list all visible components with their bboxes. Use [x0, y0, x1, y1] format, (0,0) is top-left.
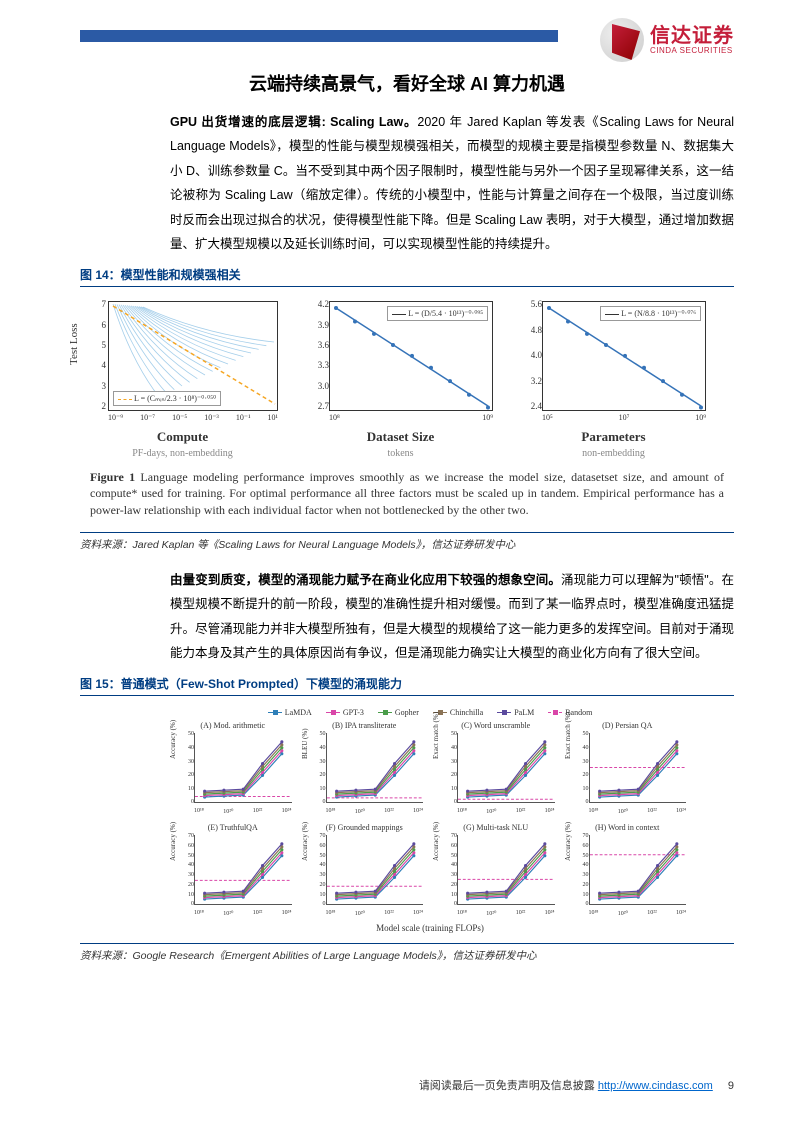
mini-panel: (E) TruthfulQA Accuracy (%) 010203040506… [170, 823, 296, 921]
figure-1-caption: Figure 1 Language modeling performance i… [80, 469, 734, 518]
chart2-xlabel: Model scale (training FLOPs) [170, 923, 690, 933]
chart-params: 5.64.84.03.22.4 L = (N/8.8 · 10¹³)⁻⁰·⁰⁷⁶… [516, 295, 711, 445]
mini-panel: (H) Word in context Accuracy (%) 0102030… [565, 823, 691, 921]
page-title: 云端持续高景气，看好全球 AI 算力机遇 [80, 70, 734, 96]
brand-name-en: CINDA SECURITIES [650, 47, 734, 56]
footer-text: 请阅读最后一页免责声明及信息披露 [419, 1080, 595, 1092]
xlabel-compute: Compute [80, 429, 285, 445]
source-2: 资料来源：Google Research《Emergent Abilities … [80, 943, 734, 963]
legend-item: Chinchilla [433, 708, 483, 717]
mini-panel: (C) Word unscramble Exact match (%) 0102… [433, 721, 559, 819]
footer-link[interactable]: http://www.cindasc.com [598, 1080, 713, 1092]
para1-body: 2020 年 Jared Kaplan 等发表《Scaling Laws for… [170, 115, 734, 251]
ylabel-testloss: Test Loss [68, 324, 80, 366]
figure-15-chart: LaMDAGPT-3GopherChinchillaPaLMRandom (A)… [170, 708, 690, 933]
compute-legend: L = (Cₘᵢₙ/2.3 · 10⁸)⁻⁰·⁰⁵⁰ [113, 391, 221, 406]
chart-dataset: 4.23.93.63.33.02.7 L = (D/5.4 · 10¹³)⁻⁰·… [303, 295, 498, 445]
header-bar [80, 30, 558, 42]
source-1: 资料来源：Jared Kaplan 等《Scaling Laws for Neu… [80, 532, 734, 552]
logo-icon [600, 18, 644, 62]
legend-item: PaLM [497, 708, 534, 717]
xsub-compute: PF-days, non-embedding [80, 448, 285, 459]
mini-panel: (F) Grounded mappings Accuracy (%) 01020… [302, 823, 428, 921]
paragraph-1: GPU 出货增速的底层逻辑: Scaling Law。2020 年 Jared … [170, 110, 734, 256]
chart-compute: Test Loss 765432 L = (Cₘᵢₙ/2.3 · 10⁸)⁻⁰·… [80, 295, 285, 445]
mini-panel: (B) IPA transliterate BLEU (%) 010203040… [302, 721, 428, 819]
legend-item: Gopher [378, 708, 419, 717]
mini-panel: (G) Multi-task NLU Accuracy (%) 01020304… [433, 823, 559, 921]
legend-item: GPT-3 [326, 708, 364, 717]
xlabel-params: Parameters [516, 429, 711, 445]
xsub-dataset: tokens [303, 448, 498, 459]
figure-14-label: 图 14：模型性能和规模强相关 [80, 266, 734, 287]
dataset-legend: L = (D/5.4 · 10¹³)⁻⁰·⁰⁹⁵ [387, 306, 488, 321]
legend-item: LaMDA [268, 708, 312, 717]
mini-panel: (A) Mod. arithmetic Accuracy (%) 0102030… [170, 721, 296, 819]
xlabel-dataset: Dataset Size [303, 429, 498, 445]
page-footer: 请阅读最后一页免责声明及信息披露 http://www.cindasc.com … [419, 1077, 734, 1093]
para2-lead: 由量变到质变，模型的涌现能力赋予在商业化应用下较强的想象空间。 [170, 573, 561, 587]
mini-panel: (D) Persian QA Exact match (%) 010203040… [565, 721, 691, 819]
brand-name-cn: 信达证券 [650, 25, 734, 47]
figure-15-label: 图 15：普通模式（Few-Shot Prompted）下模型的涌现能力 [80, 675, 734, 696]
xsub-params: non-embedding [516, 448, 711, 459]
params-legend: L = (N/8.8 · 10¹³)⁻⁰·⁰⁷⁶ [600, 306, 701, 321]
paragraph-2: 由量变到质变，模型的涌现能力赋予在商业化应用下较强的想象空间。涌现能力可以理解为… [170, 568, 734, 666]
para1-lead: GPU 出货增速的底层逻辑: Scaling Law。 [170, 115, 417, 129]
page-number: 9 [728, 1080, 734, 1092]
figure-14-charts: Test Loss 765432 L = (Cₘᵢₙ/2.3 · 10⁸)⁻⁰·… [80, 295, 734, 445]
brand-logo: 信达证券 CINDA SECURITIES [600, 18, 734, 62]
